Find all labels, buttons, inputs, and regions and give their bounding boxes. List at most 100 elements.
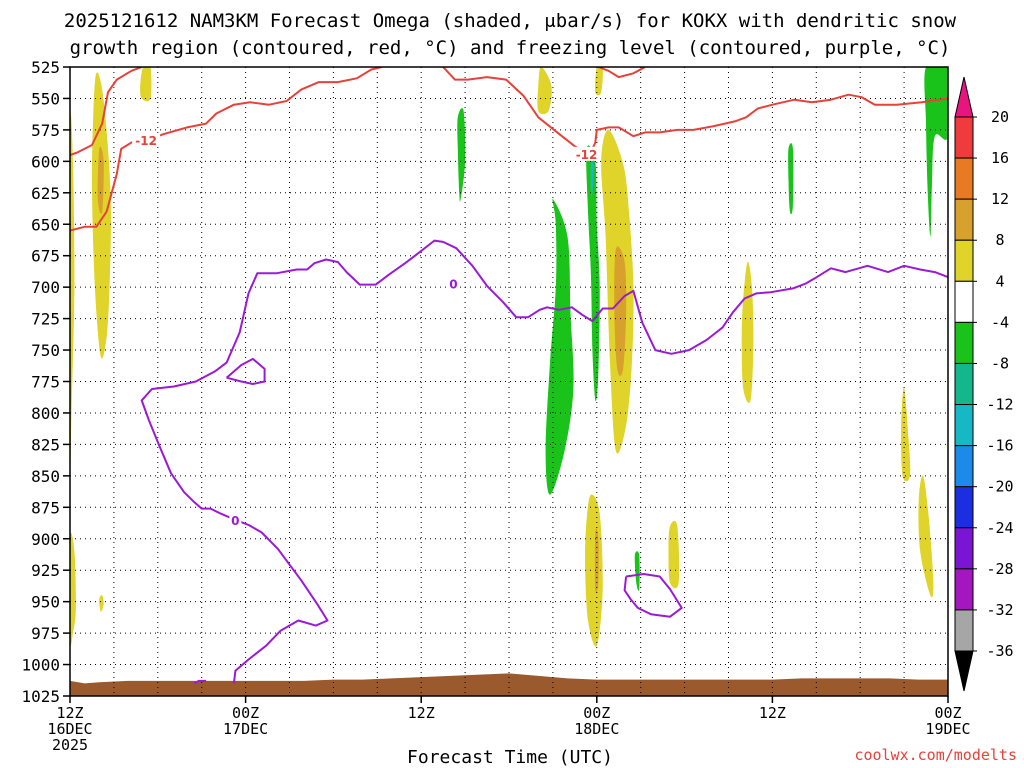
y-tick-label: 625 <box>31 184 60 203</box>
colorbar-label: 8 <box>995 231 1004 249</box>
x-tick-label: 18DEC <box>574 720 619 738</box>
omega-region <box>918 475 934 598</box>
colorbar-bottom-arrow <box>954 650 974 692</box>
y-axis: 525 550 575 600 625 650 675 700 725 750 775 800 825 8… <box>21 58 70 706</box>
x-tick-label: 16DEC <box>47 720 92 738</box>
omega-region <box>901 387 911 482</box>
snow-growth-contour <box>70 67 143 157</box>
contour-label: 0 <box>449 277 457 291</box>
y-tick-label: 525 <box>31 58 60 77</box>
terrain-fill <box>70 673 948 696</box>
y-tick-label: 750 <box>31 341 60 360</box>
freezing-level-contour <box>140 239 948 521</box>
y-tick-label: 650 <box>31 215 60 234</box>
snow-growth-contour <box>597 67 646 79</box>
colorbar-label: -28 <box>986 560 1013 578</box>
chart-title-line1: 2025121612 NAM3KM Forecast Omega (shaded… <box>64 10 957 32</box>
contour-label-bg <box>132 132 161 147</box>
freezing-level-contour <box>225 357 266 385</box>
colorbar-bin <box>954 568 974 611</box>
colorbar-bin <box>954 445 974 488</box>
colorbar-bin <box>954 362 974 406</box>
y-tick-label: 875 <box>31 498 60 517</box>
snow-growth-contour <box>70 67 382 232</box>
omega-region <box>97 146 104 214</box>
colorbar-label: -32 <box>986 601 1013 619</box>
colorbar-label: -36 <box>986 642 1013 660</box>
omega-region <box>70 113 75 491</box>
plot-border <box>69 66 949 697</box>
y-tick-label: 925 <box>31 561 60 580</box>
snow-growth-contour <box>442 67 948 154</box>
chart-title-line2: growth region (contoured, red, °C) and f… <box>70 37 951 59</box>
freezing-level-contour <box>193 679 207 685</box>
contour-label: 0 <box>231 514 239 528</box>
omega-region <box>91 72 112 359</box>
y-tick-label: 550 <box>31 89 60 108</box>
colorbar-bin <box>954 404 974 447</box>
omega-region <box>634 551 640 591</box>
colorbar-label: -4 <box>991 313 1009 331</box>
omega-shading-layer <box>70 67 948 647</box>
y-tick-label: 900 <box>31 530 60 549</box>
credit-text: coolwx.com/modelts <box>854 746 1017 764</box>
colorbar-label: 20 <box>991 108 1009 126</box>
contour-label: -12 <box>135 134 157 148</box>
freezing-level-contour <box>232 518 329 684</box>
omega-region <box>924 67 948 237</box>
colorbar-bin <box>954 116 974 159</box>
omega-region <box>614 246 627 377</box>
freezing-level-contour <box>623 573 683 618</box>
y-tick-label: 775 <box>31 373 60 392</box>
y-tick-label: 700 <box>31 278 60 297</box>
y-tick-label: 575 <box>31 121 60 140</box>
colorbar-bin <box>954 609 974 652</box>
colorbar-bin <box>954 486 974 529</box>
omega-region <box>788 143 794 215</box>
x-tick-label: 19DEC <box>925 720 970 738</box>
contour-layer <box>70 67 948 685</box>
colorbar-label: 12 <box>991 190 1009 208</box>
y-tick-label: 850 <box>31 467 60 486</box>
omega-region <box>545 198 574 495</box>
x-tick-label: 2025 <box>52 736 88 754</box>
omega-region <box>590 159 594 197</box>
y-tick-label: 600 <box>31 152 60 171</box>
colorbar-bin <box>954 239 974 282</box>
contour-label-bg <box>447 276 460 291</box>
colorbar-label: 4 <box>995 272 1004 290</box>
x-axis-label: Forecast Time (UTC) <box>407 747 613 768</box>
colorbar: 20 16 12 8 4 -4 -8 -12 -16 -20 -24 -28 -32 -36 <box>954 76 1014 692</box>
omega-region <box>140 67 152 102</box>
x-tick-label: 00Z <box>232 704 259 722</box>
x-tick-label: 00Z <box>934 704 961 722</box>
x-tick-label: 12Z <box>56 704 83 722</box>
omega-region <box>594 528 599 594</box>
colorbar-bin <box>954 157 974 200</box>
colorbar-label: -16 <box>986 437 1013 455</box>
omega-region <box>70 532 76 646</box>
omega-region <box>457 107 466 202</box>
contour-label-bg <box>229 512 242 527</box>
y-tick-label: 825 <box>31 435 60 454</box>
omega-region <box>741 261 754 403</box>
omega-region <box>668 520 680 589</box>
colorbar-bin <box>954 198 974 241</box>
contour-label: -12 <box>576 148 598 162</box>
y-tick-label: 975 <box>31 624 60 643</box>
colorbar-label: -20 <box>986 478 1013 496</box>
y-tick-label: 675 <box>31 247 60 266</box>
colorbar-top-arrow <box>954 76 974 118</box>
y-tick-label: 800 <box>31 404 60 423</box>
omega-region <box>99 595 104 612</box>
y-tick-label: 725 <box>31 310 60 329</box>
omega-region <box>595 67 603 96</box>
colorbar-label: -8 <box>991 354 1009 372</box>
colorbar-label: -24 <box>986 519 1013 537</box>
grid-layer <box>70 66 948 697</box>
x-tick-label: 12Z <box>408 704 435 722</box>
colorbar-label: -12 <box>986 396 1013 414</box>
colorbar-bin <box>954 321 974 364</box>
